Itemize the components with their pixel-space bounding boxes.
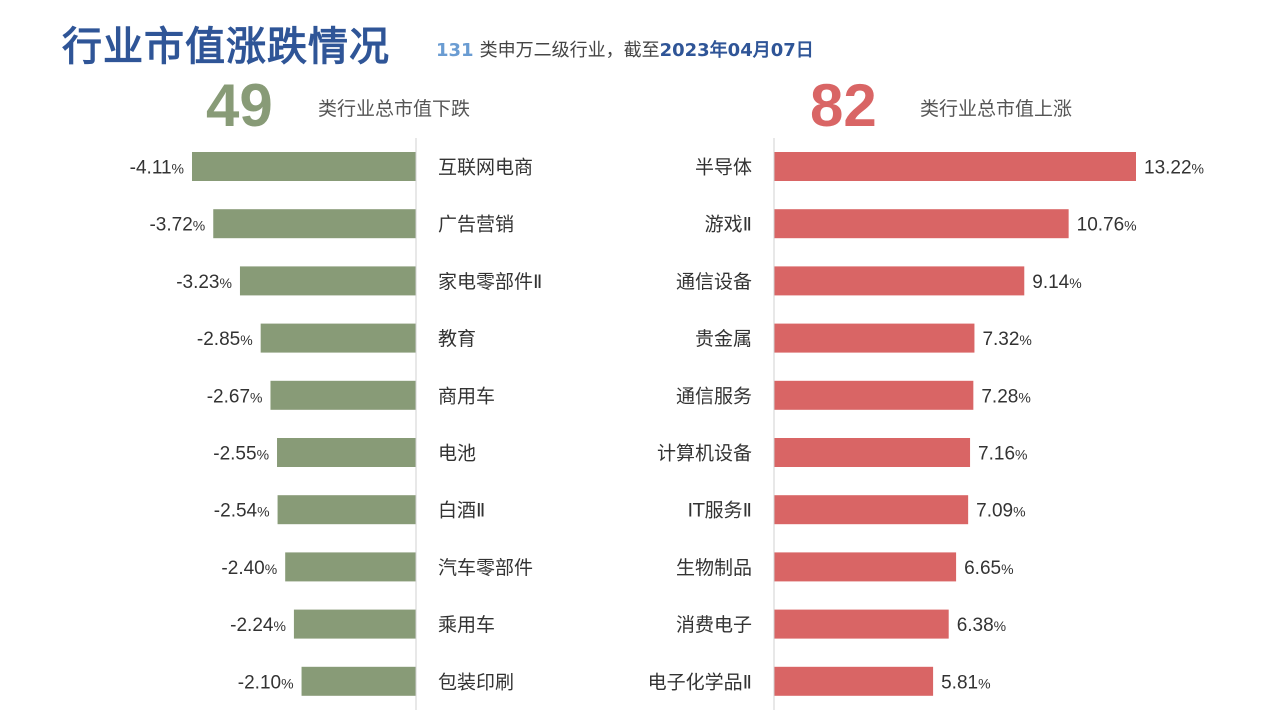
up-count: 82	[810, 72, 877, 139]
value-up-7: 6.65%	[964, 558, 1013, 579]
label-up-6: IT服务Ⅱ	[687, 500, 752, 522]
label-down-7: 汽车零部件	[438, 557, 533, 579]
page-title: 行业市值涨跌情况	[62, 24, 390, 70]
label-down-1: 广告营销	[438, 214, 514, 236]
value-down-8: -2.24%	[230, 615, 286, 636]
bar-down-1	[213, 209, 416, 239]
label-down-3: 教育	[438, 328, 476, 350]
label-down-6: 白酒Ⅱ	[438, 500, 485, 522]
value-down-5: -2.55%	[213, 444, 269, 465]
bar-down-8	[293, 609, 416, 639]
bar-down-4	[270, 380, 416, 410]
value-down-1: -3.72%	[149, 215, 205, 236]
label-up-3: 贵金属	[695, 328, 752, 350]
label-down-5: 电池	[438, 443, 476, 465]
value-up-0: 13.22%	[1144, 158, 1204, 179]
bar-up-2	[774, 266, 1025, 296]
bar-up-8	[774, 609, 949, 639]
label-down-4: 商用车	[438, 385, 495, 407]
value-up-9: 5.81%	[941, 672, 990, 693]
value-down-4: -2.67%	[207, 386, 263, 407]
label-up-1: 游戏Ⅱ	[705, 214, 752, 236]
subtitle-text: 类申万二级行业，截至	[479, 40, 660, 61]
down-count-label: 类行业总市值下跌	[318, 98, 471, 120]
bar-down-7	[285, 552, 416, 582]
value-down-6: -2.54%	[214, 501, 270, 522]
value-down-2: -3.23%	[176, 272, 232, 293]
bar-down-9	[301, 666, 416, 696]
bar-up-0	[774, 152, 1136, 181]
bar-down-5	[277, 438, 416, 467]
value-up-4: 7.28%	[981, 386, 1030, 407]
value-up-5: 7.16%	[978, 444, 1027, 465]
value-up-1: 10.76%	[1077, 215, 1137, 236]
label-up-5: 计算机设备	[657, 443, 752, 465]
bar-up-3	[774, 323, 975, 353]
bar-up-6	[774, 495, 969, 525]
bar-down-2	[239, 266, 416, 296]
up-count-label: 类行业总市值上涨	[920, 98, 1073, 120]
value-down-3: -2.85%	[197, 329, 253, 350]
page-subtitle: 131 类申万二级行业，截至2023年04月07日	[436, 36, 814, 62]
label-down-8: 乘用车	[438, 614, 495, 636]
subtitle-date: 2023年04月07日	[659, 40, 814, 61]
industry-count: 131	[436, 40, 474, 61]
value-up-3: 7.32%	[982, 329, 1031, 350]
bar-up-7	[774, 552, 957, 582]
label-up-2: 通信设备	[676, 271, 752, 293]
label-up-0: 半导体	[695, 157, 752, 179]
value-up-2: 9.14%	[1032, 272, 1081, 293]
bar-down-3	[260, 323, 416, 353]
value-down-7: -2.40%	[221, 558, 277, 579]
value-up-6: 7.09%	[976, 501, 1025, 522]
label-up-8: 消费电子	[676, 614, 752, 636]
label-up-9: 电子化学品Ⅱ	[648, 671, 752, 693]
bar-down-0	[192, 152, 416, 181]
label-down-9: 包装印刷	[438, 671, 514, 693]
bar-up-1	[774, 209, 1069, 239]
bar-down-6	[277, 495, 416, 525]
value-down-9: -2.10%	[238, 672, 294, 693]
bar-up-4	[774, 380, 974, 410]
label-down-2: 家电零部件Ⅱ	[438, 271, 542, 293]
down-count: 49	[206, 72, 273, 139]
bar-up-5	[774, 438, 971, 467]
bar-up-9	[774, 666, 934, 696]
label-down-0: 互联网电商	[438, 157, 533, 179]
value-down-0: -4.11%	[130, 158, 184, 179]
value-up-8: 6.38%	[957, 615, 1006, 636]
label-up-4: 通信服务	[676, 385, 752, 407]
label-up-7: 生物制品	[676, 557, 752, 579]
